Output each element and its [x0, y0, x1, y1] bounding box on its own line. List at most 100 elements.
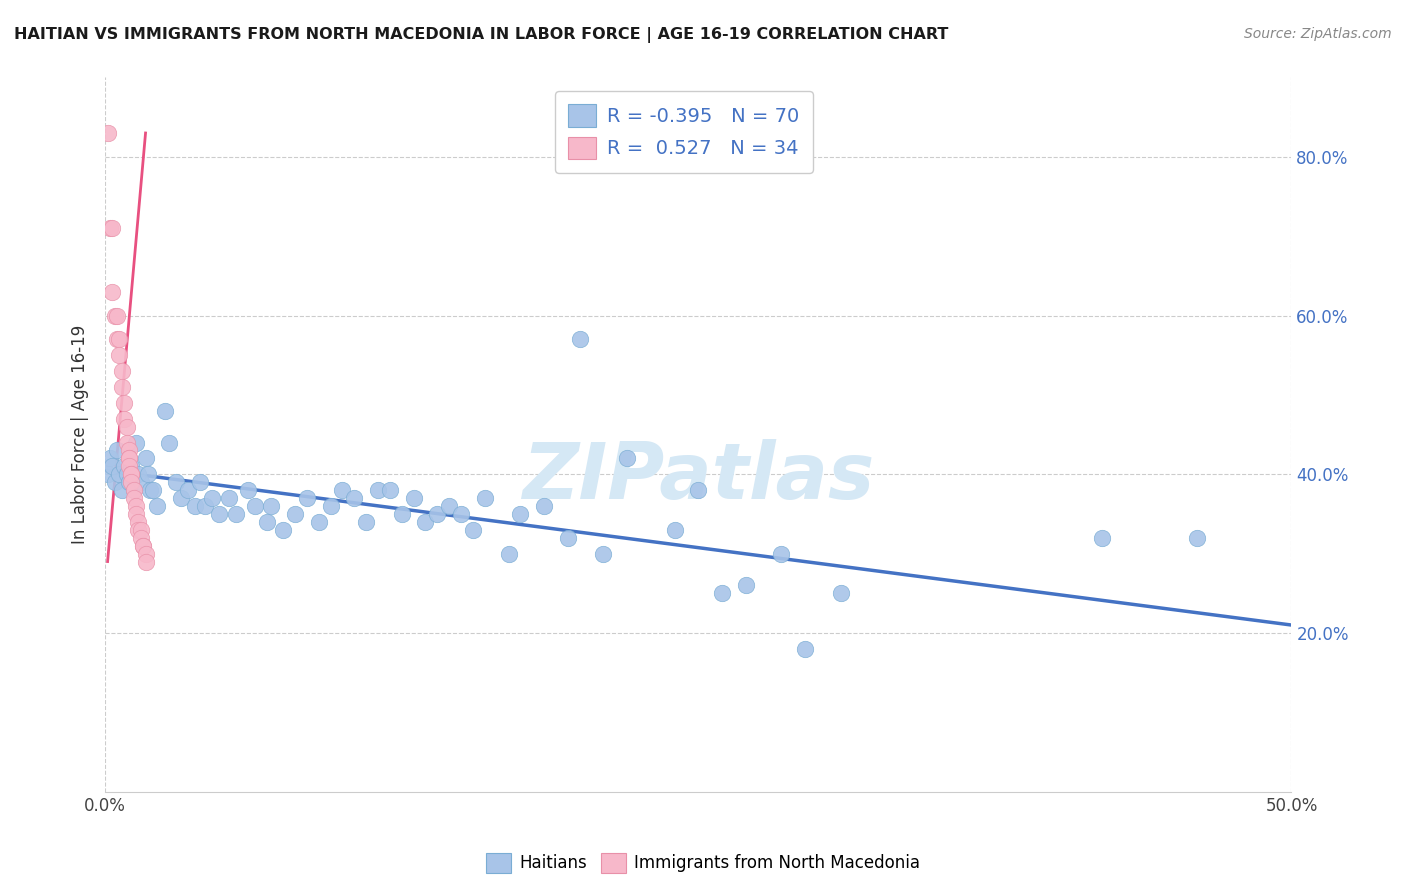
Legend: R = -0.395   N = 70, R =  0.527   N = 34: R = -0.395 N = 70, R = 0.527 N = 34 [555, 91, 813, 172]
Point [108, 467, 131, 482]
Point [367, 483, 389, 497]
Point [201, 491, 224, 505]
Point [132, 539, 155, 553]
Point [118, 451, 141, 466]
Point [135, 547, 157, 561]
Point [474, 491, 496, 505]
Legend: Haitians, Immigrants from North Macedonia: Haitians, Immigrants from North Macedoni… [479, 847, 927, 880]
Point [139, 483, 162, 497]
Point [108, 348, 131, 362]
Point [354, 515, 377, 529]
Point [557, 531, 579, 545]
Point [184, 499, 207, 513]
Point [127, 523, 149, 537]
Point [177, 483, 200, 497]
Point [830, 586, 852, 600]
Point [794, 641, 817, 656]
Point [439, 499, 461, 513]
Point [108, 332, 131, 346]
Point [343, 491, 366, 505]
Point [122, 483, 145, 497]
Point [378, 483, 401, 497]
Point [208, 507, 231, 521]
Point [461, 523, 484, 537]
Point [157, 435, 180, 450]
Point [132, 539, 155, 553]
Point [1091, 531, 1114, 545]
Point [688, 483, 710, 497]
Point [616, 451, 638, 466]
Point [112, 411, 135, 425]
Point [136, 467, 159, 482]
Point [122, 491, 145, 505]
Point [129, 475, 152, 490]
Point [118, 459, 141, 474]
Point [450, 507, 472, 521]
Point [284, 507, 307, 521]
Point [509, 507, 531, 521]
Point [125, 499, 148, 513]
Point [498, 547, 520, 561]
Point [568, 332, 591, 346]
Point [115, 435, 138, 450]
Point [533, 499, 555, 513]
Point [256, 515, 278, 529]
Point [105, 309, 128, 323]
Point [402, 491, 425, 505]
Point [120, 467, 142, 482]
Point [129, 531, 152, 545]
Point [170, 491, 193, 505]
Point [118, 443, 141, 458]
Point [271, 523, 294, 537]
Point [104, 475, 127, 490]
Point [120, 467, 142, 482]
Point [308, 515, 330, 529]
Point [97, 467, 120, 482]
Point [146, 499, 169, 513]
Point [127, 515, 149, 529]
Point [319, 499, 342, 513]
Point [129, 523, 152, 537]
Point [101, 285, 124, 299]
Point [122, 483, 145, 497]
Point [112, 459, 135, 474]
Point [127, 467, 149, 482]
Point [118, 475, 141, 490]
Point [332, 483, 354, 497]
Point [120, 459, 142, 474]
Point [592, 547, 614, 561]
Point [115, 467, 138, 482]
Point [153, 403, 176, 417]
Point [111, 364, 134, 378]
Point [105, 443, 128, 458]
Point [98, 451, 121, 466]
Point [1185, 531, 1208, 545]
Point [770, 547, 793, 561]
Point [236, 483, 259, 497]
Point [125, 435, 148, 450]
Point [118, 451, 141, 466]
Y-axis label: In Labor Force | Age 16-19: In Labor Force | Age 16-19 [72, 325, 89, 544]
Text: Source: ZipAtlas.com: Source: ZipAtlas.com [1244, 27, 1392, 41]
Point [426, 507, 449, 521]
Text: ZIPatlas: ZIPatlas [522, 440, 875, 516]
Point [664, 523, 686, 537]
Point [165, 475, 187, 490]
Point [101, 221, 124, 235]
Point [101, 459, 124, 474]
Point [218, 491, 240, 505]
Point [104, 309, 127, 323]
Point [194, 499, 217, 513]
Point [135, 555, 157, 569]
Point [111, 483, 134, 497]
Point [188, 475, 211, 490]
Point [142, 483, 165, 497]
Point [225, 507, 247, 521]
Point [135, 451, 157, 466]
Point [711, 586, 734, 600]
Point [97, 126, 120, 140]
Text: HAITIAN VS IMMIGRANTS FROM NORTH MACEDONIA IN LABOR FORCE | AGE 16-19 CORRELATIO: HAITIAN VS IMMIGRANTS FROM NORTH MACEDON… [14, 27, 949, 43]
Point [98, 221, 121, 235]
Point [120, 475, 142, 490]
Point [111, 380, 134, 394]
